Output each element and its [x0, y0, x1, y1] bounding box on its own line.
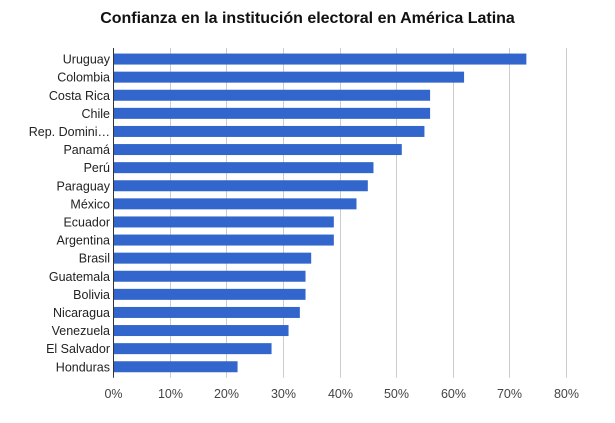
bar — [114, 198, 357, 210]
category-label: Perú — [84, 161, 110, 175]
category-label: Chile — [82, 107, 111, 121]
x-tick-label: 30% — [271, 387, 296, 401]
bar — [114, 216, 334, 228]
category-label: Uruguay — [63, 53, 111, 67]
x-tick-label: 80% — [554, 387, 579, 401]
category-label: Panamá — [63, 143, 110, 157]
category-label: Ecuador — [63, 215, 110, 229]
bar — [114, 270, 306, 282]
x-tick-label: 20% — [214, 387, 239, 401]
x-tick-label: 40% — [328, 387, 353, 401]
x-tick-label: 70% — [497, 387, 522, 401]
category-label: Venezuela — [52, 324, 110, 338]
category-label: Rep. Domini… — [29, 125, 110, 139]
bar — [114, 125, 425, 137]
category-label: Costa Rica — [49, 89, 110, 103]
bar — [114, 234, 334, 246]
category-label: El Salvador — [46, 342, 110, 356]
category-label: Argentina — [56, 234, 110, 248]
bar — [114, 288, 306, 300]
category-label: Brasil — [79, 252, 110, 266]
bar — [114, 361, 238, 373]
category-label: Honduras — [56, 360, 110, 374]
bar — [114, 343, 272, 355]
bar — [114, 89, 431, 101]
category-label: Paraguay — [56, 179, 110, 193]
bar — [114, 325, 289, 337]
bar — [114, 306, 300, 318]
bar — [114, 252, 312, 264]
bar — [114, 71, 465, 83]
bar — [114, 107, 431, 119]
category-label: Colombia — [57, 71, 110, 85]
category-labels: Uruguay Colombia Costa Rica Chile Rep. Domin… — [29, 53, 111, 375]
x-tick-label: 0% — [104, 387, 122, 401]
gridlines — [170, 48, 567, 378]
category-label: México — [70, 197, 110, 211]
bar — [114, 162, 374, 174]
category-label: Nicaragua — [53, 306, 110, 320]
x-tick-label: 60% — [441, 387, 466, 401]
x-tick-label: 50% — [384, 387, 409, 401]
chart-title: Confianza en la institución electoral en… — [100, 10, 515, 27]
bar — [114, 53, 527, 65]
category-label: Bolivia — [73, 288, 110, 302]
x-tick-labels: 0% 10% 20% 30% 40% 50% 60% 70% 80% — [104, 387, 579, 401]
x-tick-label: 10% — [158, 387, 183, 401]
category-label: Guatemala — [49, 270, 110, 284]
bar — [114, 144, 402, 156]
bar — [114, 180, 368, 192]
bars — [114, 53, 527, 373]
